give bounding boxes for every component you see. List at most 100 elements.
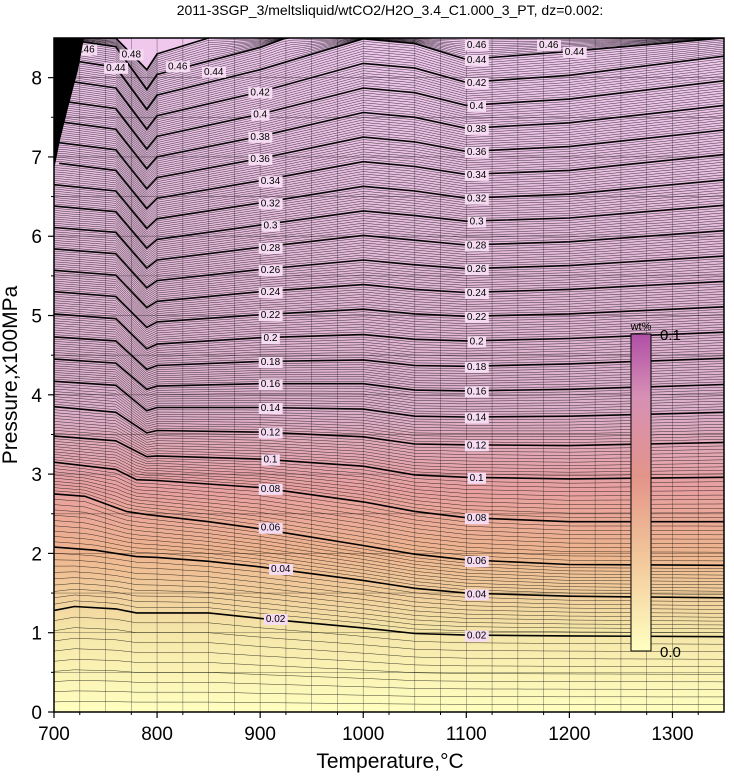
colorbar-title: wt% [630, 321, 652, 333]
minor-contour [54, 139, 724, 197]
minor-contour [54, 418, 724, 460]
contour-line-0.42 [66, 55, 724, 131]
contour-label-bg [258, 310, 283, 322]
minor-contour [54, 304, 724, 341]
contour-label: 0.16 [464, 386, 489, 398]
minor-contour [54, 334, 724, 368]
minor-contour [54, 302, 724, 339]
contour-label: 0.32 [258, 198, 283, 210]
minor-contour [54, 149, 724, 205]
contour-label-text: 0.36 [467, 147, 487, 158]
contour-label-bg [464, 123, 489, 135]
contour-label: 0.44 [562, 46, 587, 58]
minor-contour [54, 52, 724, 126]
minor-contour [54, 38, 724, 81]
contour-label-text: 0.08 [261, 484, 281, 495]
minor-contour [54, 48, 724, 122]
minor-contour [54, 100, 724, 166]
minor-contour [54, 530, 724, 589]
contour-label-text: 0.4 [470, 101, 484, 112]
contour-label: 0.38 [248, 131, 273, 143]
contour-label: 0.16 [258, 379, 283, 391]
minor-contour [54, 75, 724, 146]
minor-contour [54, 65, 724, 138]
contour-label: 0.44 [104, 62, 129, 74]
contour-label-bg [464, 193, 489, 205]
minor-contour [54, 164, 724, 217]
minor-contour [54, 240, 724, 281]
minor-contour [54, 345, 724, 378]
contour-label-bg [562, 46, 587, 58]
minor-contour [54, 127, 724, 188]
contour-label-text: 0.46 [75, 45, 95, 56]
y-axis-label: Pressure,x100MPa [0, 285, 22, 464]
minor-contour [54, 509, 724, 576]
minor-contour [54, 441, 724, 488]
contour-line-0.12 [54, 405, 724, 447]
minor-contour [54, 525, 724, 586]
minor-contour [54, 137, 724, 195]
contour-label-text: 0.14 [261, 403, 281, 414]
contour-label-text: 0.3 [470, 217, 484, 228]
contour-line-0.3 [54, 204, 724, 250]
minor-contour [54, 225, 724, 267]
contour-label-bg [464, 556, 489, 568]
colorbar: wt% 0.1 0.0 [630, 321, 681, 661]
colorbar-scale [630, 333, 652, 652]
minor-contour [54, 38, 724, 98]
minor-contour [54, 327, 724, 362]
minor-contour [54, 87, 724, 156]
minor-contour [54, 90, 724, 158]
contour-line-0.4 [64, 80, 724, 151]
minor-contour [54, 350, 724, 382]
minor-contour [54, 280, 724, 318]
contour-label-text: 0.12 [467, 440, 487, 451]
contour-label-bg [537, 39, 561, 51]
minor-contour [54, 307, 724, 343]
minor-contour [54, 119, 724, 182]
contour-label-text: 0.18 [467, 362, 487, 373]
contour-label-bg [467, 336, 487, 348]
minor-contour [54, 332, 724, 366]
minor-contour [54, 443, 724, 492]
minor-contour [54, 427, 724, 470]
contour-label-bg [464, 264, 489, 276]
minor-contour [54, 311, 724, 347]
minor-contour [54, 210, 724, 253]
minor-contour [54, 102, 724, 168]
minor-contour [54, 341, 724, 374]
minor-contour [54, 571, 724, 614]
contour-label: 0.08 [464, 513, 489, 525]
minor-contour [54, 231, 724, 273]
contour-label: 0.12 [258, 427, 283, 439]
contour-line-0.32 [54, 179, 724, 230]
contour-label-bg [202, 66, 226, 78]
minor-contour [54, 669, 724, 683]
minor-contour [54, 378, 724, 415]
contour-label-text: 0.3 [264, 221, 278, 232]
contour-label: 0.34 [258, 176, 283, 188]
contour-line-0.34 [59, 153, 724, 210]
contour-label-text: 0.48 [122, 49, 142, 60]
contour-label-text: 0.06 [261, 523, 281, 534]
minor-contour [54, 265, 724, 304]
minor-contour [54, 415, 724, 456]
contour-line-0.46 [72, 38, 287, 91]
minor-contour [54, 369, 724, 405]
contour-label-bg [165, 61, 190, 73]
minor-contour [54, 504, 724, 573]
minor-contour [54, 60, 724, 134]
minor-contour [54, 43, 724, 116]
contour-label-text: 0.22 [261, 310, 281, 321]
contour-label: 0.3 [467, 216, 487, 228]
contour-label: 0.06 [258, 522, 283, 534]
minor-contour [54, 261, 724, 301]
minor-contour [54, 315, 724, 352]
x-tick-label: 1000 [342, 724, 384, 745]
minor-contour [54, 68, 724, 140]
contour-label-text: 0.38 [250, 132, 270, 143]
contour-label-bg [258, 198, 283, 210]
minor-contour [54, 216, 724, 259]
minor-contour [54, 267, 724, 306]
